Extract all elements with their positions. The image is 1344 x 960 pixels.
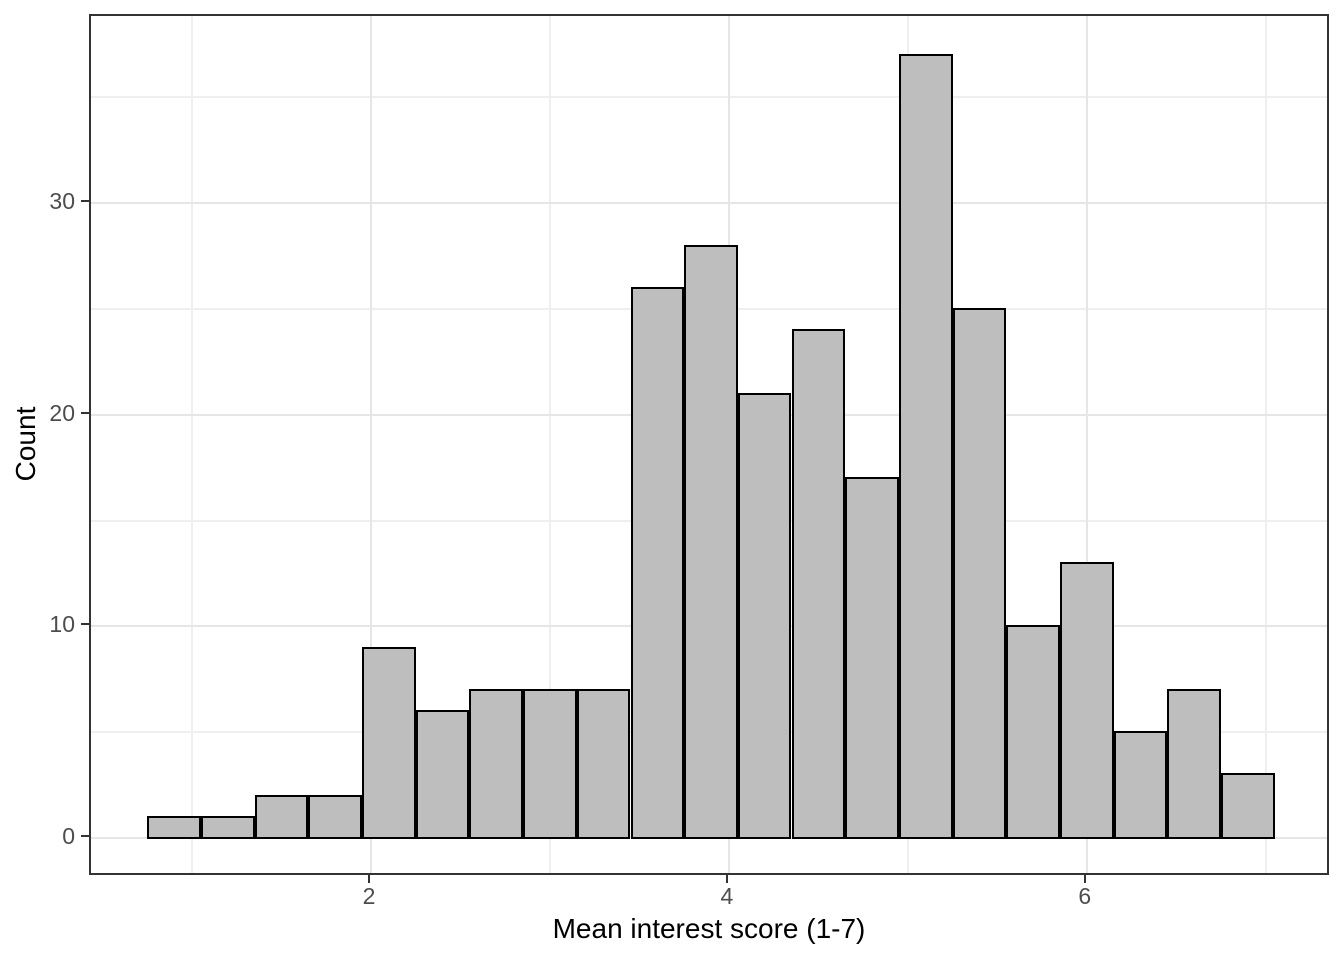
x-major-gridline xyxy=(370,16,373,873)
x-minor-gridline xyxy=(1264,16,1267,873)
histogram-bar xyxy=(362,646,416,839)
y-minor-gridline xyxy=(91,96,1327,99)
x-tick-label: 6 xyxy=(1078,883,1092,909)
histogram-bar xyxy=(1006,625,1060,839)
y-tick-mark xyxy=(81,834,89,837)
x-tick-label: 4 xyxy=(720,883,734,909)
histogram-bar xyxy=(469,688,524,839)
histogram-bar xyxy=(630,286,685,839)
histogram-bar xyxy=(845,477,899,839)
plot-panel xyxy=(89,14,1329,875)
histogram-bar xyxy=(737,392,792,839)
histogram-bar xyxy=(308,794,363,839)
histogram-bar xyxy=(576,688,631,839)
histogram-bar xyxy=(1221,773,1275,839)
histogram-bar xyxy=(1059,561,1114,839)
x-tick-mark xyxy=(725,875,728,883)
x-major-gridline xyxy=(1085,16,1088,873)
x-axis-title: Mean interest score (1-7) xyxy=(552,913,866,944)
histogram-bar xyxy=(898,54,953,839)
histogram-bar xyxy=(523,688,577,839)
y-tick-label: 30 xyxy=(49,188,75,215)
y-axis-title: Count xyxy=(10,406,41,482)
histogram-bar xyxy=(201,815,255,839)
histogram-bar xyxy=(147,815,202,839)
histogram-bar xyxy=(415,709,470,839)
y-tick-label: 0 xyxy=(62,822,75,849)
histogram-bar xyxy=(1113,731,1168,839)
histogram-bar xyxy=(791,329,846,839)
y-tick-mark xyxy=(81,411,89,414)
histogram-bar xyxy=(254,794,309,839)
y-tick-label: 20 xyxy=(49,399,75,426)
x-tick-mark xyxy=(368,875,371,883)
x-minor-gridline xyxy=(191,16,194,873)
x-tick-label: 2 xyxy=(362,883,376,909)
x-minor-gridline xyxy=(548,16,551,873)
histogram-bar xyxy=(684,244,738,839)
x-tick-mark xyxy=(1083,875,1086,883)
y-major-gridline xyxy=(91,202,1327,205)
histogram-bar xyxy=(1167,688,1221,839)
y-tick-mark xyxy=(81,200,89,203)
y-tick-label: 10 xyxy=(49,611,75,638)
y-tick-mark xyxy=(81,623,89,626)
histogram-bar xyxy=(952,308,1007,839)
